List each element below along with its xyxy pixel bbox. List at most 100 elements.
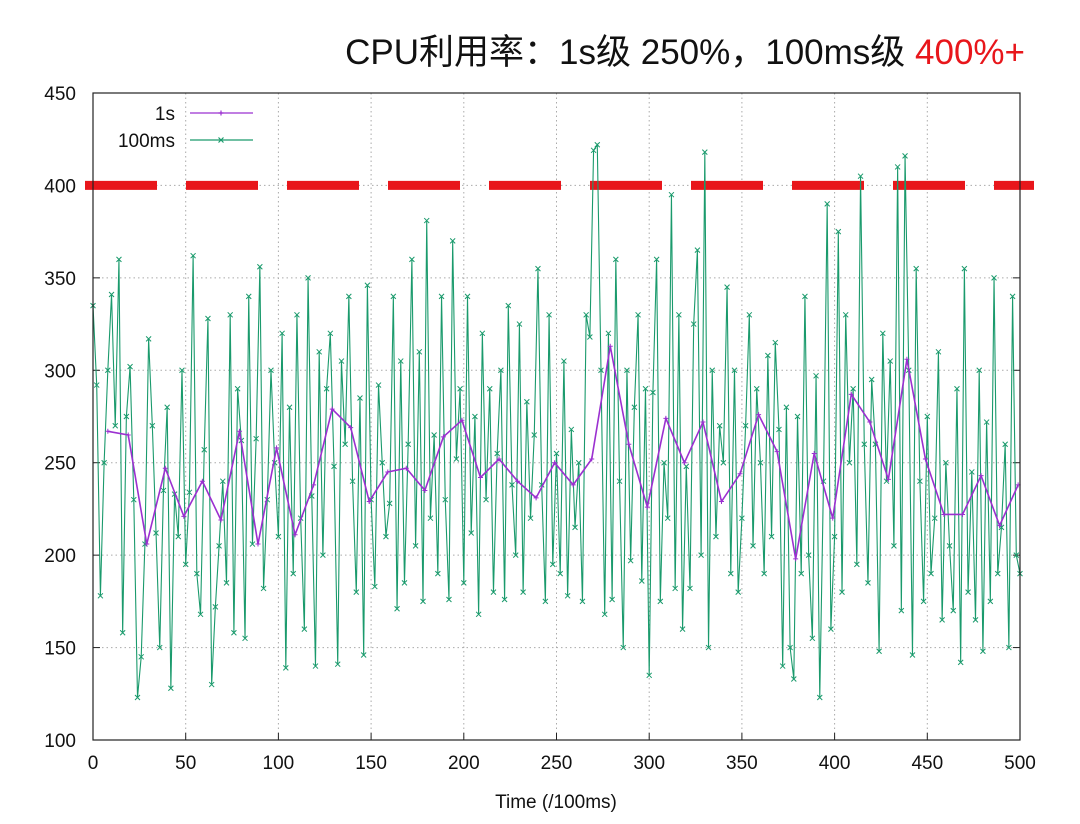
data-point xyxy=(385,469,391,475)
data-point xyxy=(805,552,812,558)
data-point xyxy=(409,256,415,263)
data-point xyxy=(199,478,205,484)
data-point xyxy=(486,385,493,392)
data-point xyxy=(190,252,196,259)
data-point xyxy=(705,644,712,651)
data-point xyxy=(442,496,449,503)
data-point xyxy=(268,367,274,374)
data-point xyxy=(253,435,260,442)
data-point xyxy=(839,589,845,595)
data-point xyxy=(709,367,716,374)
legend: 1s 100ms xyxy=(118,104,253,152)
data-point xyxy=(809,635,816,642)
data-point xyxy=(642,385,649,392)
data-point xyxy=(105,428,111,434)
data-point xyxy=(942,459,949,466)
data-point xyxy=(234,385,241,392)
data-point xyxy=(724,284,730,290)
data-point xyxy=(186,489,193,496)
data-point xyxy=(420,598,426,605)
data-point xyxy=(290,570,297,577)
data-point xyxy=(994,570,1001,577)
data-point xyxy=(672,585,679,592)
data-point xyxy=(816,694,823,701)
data-point xyxy=(626,441,632,447)
data-point xyxy=(965,589,971,595)
data-point xyxy=(405,441,412,448)
x-tick-label: 100 xyxy=(263,753,295,774)
data-point xyxy=(371,583,378,590)
data-point xyxy=(676,311,682,318)
series-100ms xyxy=(90,141,1023,701)
data-point xyxy=(687,585,693,592)
data-point xyxy=(701,149,708,156)
data-point xyxy=(311,482,317,488)
data-point xyxy=(397,358,404,364)
data-point xyxy=(349,478,356,485)
data-point xyxy=(383,533,389,540)
x-tick-label: 300 xyxy=(633,753,665,774)
data-point xyxy=(719,499,725,505)
y-tick-label: 300 xyxy=(44,361,76,382)
data-point xyxy=(1009,293,1016,300)
data-point xyxy=(515,478,521,484)
data-point xyxy=(960,511,966,517)
data-point xyxy=(366,499,372,505)
data-point xyxy=(257,263,263,270)
data-point xyxy=(116,256,122,263)
data-point xyxy=(650,389,656,396)
data-point xyxy=(997,523,1003,529)
title-highlight: 400%+ xyxy=(915,33,1025,72)
data-point xyxy=(327,330,334,337)
data-point xyxy=(123,413,130,420)
data-point xyxy=(255,541,261,547)
data-point xyxy=(931,515,938,522)
data-point xyxy=(846,459,853,466)
data-point xyxy=(523,398,530,405)
data-point xyxy=(779,663,786,669)
series-layer xyxy=(90,141,1023,701)
data-point xyxy=(112,422,119,429)
data-point xyxy=(477,475,483,481)
data-point xyxy=(231,629,237,636)
data-point xyxy=(260,585,267,592)
data-point xyxy=(197,611,204,618)
data-point xyxy=(978,473,984,479)
data-point xyxy=(679,626,686,632)
data-point xyxy=(275,533,282,540)
data-point xyxy=(236,428,242,434)
data-point xyxy=(119,629,126,636)
data-point xyxy=(894,164,901,170)
x-tick-label: 400 xyxy=(819,753,851,774)
data-point xyxy=(983,419,990,425)
data-point xyxy=(783,404,790,411)
data-point xyxy=(475,611,482,618)
data-point xyxy=(861,441,868,448)
data-point xyxy=(316,348,323,355)
data-point xyxy=(668,191,675,198)
series-1s xyxy=(105,343,1021,562)
data-point xyxy=(928,570,934,577)
data-point xyxy=(212,604,219,610)
data-point xyxy=(201,446,208,453)
data-point xyxy=(286,404,293,411)
data-point xyxy=(138,653,145,660)
data-point xyxy=(924,413,931,420)
data-point xyxy=(561,358,567,364)
data-point xyxy=(93,382,100,388)
data-point xyxy=(954,385,960,392)
data-point xyxy=(904,356,910,362)
x-tick-label: 450 xyxy=(911,753,943,774)
data-point xyxy=(813,372,819,379)
data-point xyxy=(127,363,133,370)
data-point xyxy=(164,404,171,411)
data-point xyxy=(761,570,768,577)
legend-marker xyxy=(218,110,224,116)
data-point xyxy=(312,663,319,669)
data-point xyxy=(375,382,382,388)
data-point xyxy=(885,476,891,482)
data-point xyxy=(756,412,762,418)
data-point xyxy=(681,460,687,466)
tick-labels: 0 50 100 150 200 250 300 350 400 450 500 100 150 200 2… xyxy=(44,84,1036,774)
